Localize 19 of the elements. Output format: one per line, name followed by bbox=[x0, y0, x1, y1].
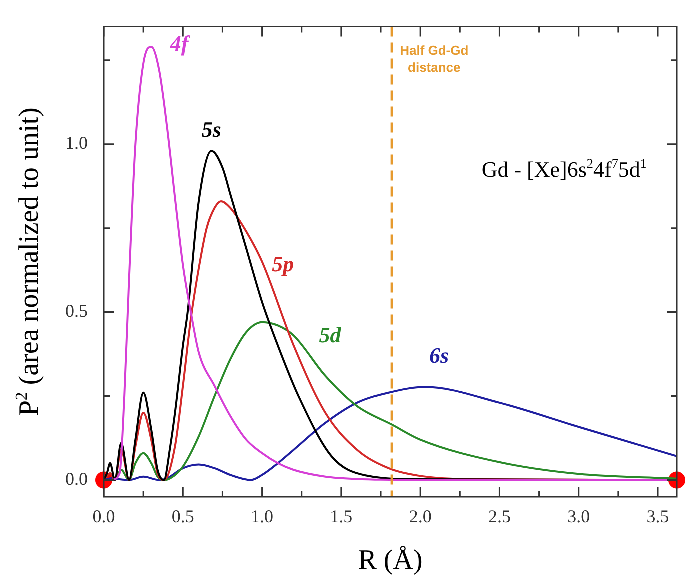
x-axis-title: R (Å) bbox=[358, 545, 423, 576]
series-label: 5p bbox=[272, 251, 294, 276]
x-tick-label: 1.0 bbox=[251, 506, 274, 527]
y-tick-label: 0.0 bbox=[66, 468, 88, 489]
x-tick-label: 0.0 bbox=[92, 506, 116, 527]
x-tick-label: 2.0 bbox=[409, 506, 432, 527]
x-tick-label: 0.5 bbox=[172, 506, 194, 527]
y-axis-title: P2 (area normalized to unit) bbox=[12, 108, 45, 416]
ref-line-label: Half Gd-Gd distance bbox=[400, 42, 469, 75]
y-tick-label: 1.0 bbox=[66, 133, 88, 154]
x-tick-label: 3.5 bbox=[646, 506, 670, 527]
series-label: 6s bbox=[430, 343, 450, 368]
x-tick-label: 3.0 bbox=[568, 506, 590, 527]
x-tick-label: 2.5 bbox=[488, 506, 511, 527]
series-label: 4f bbox=[169, 30, 192, 56]
x-tick-label: 1.5 bbox=[330, 506, 353, 527]
series-label: 5d bbox=[319, 322, 342, 348]
y-tick-label: 0.5 bbox=[66, 301, 88, 322]
series-label: 5s bbox=[202, 117, 222, 142]
